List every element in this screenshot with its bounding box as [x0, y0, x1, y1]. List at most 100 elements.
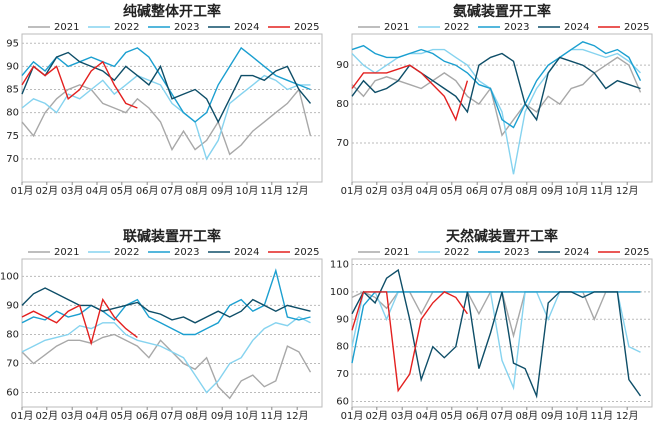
x-tick-label: 09月: [541, 185, 564, 197]
x-tick-label: 12月: [616, 185, 639, 197]
legend-label: 2024: [564, 247, 589, 258]
x-tick-label: 01月: [341, 185, 364, 197]
x-tick-label: 01月: [341, 410, 364, 422]
x-tick-label: 04月: [416, 410, 439, 422]
y-tick-label: 100: [330, 287, 349, 298]
x-tick-label: 11月: [590, 185, 613, 197]
x-tick-label: 10月: [566, 410, 589, 422]
y-tick-label: 80: [6, 329, 19, 340]
series-line: [21, 316, 311, 394]
legend-label: 2023: [174, 22, 199, 33]
y-tick-label: 70: [6, 358, 19, 369]
x-tick-label: 03月: [61, 185, 84, 197]
x-tick-label: 07月: [491, 185, 514, 197]
x-tick-label: 04月: [86, 185, 109, 197]
legend-label: 2021: [54, 247, 79, 258]
series-line: [21, 74, 311, 161]
y-tick-label: 85: [6, 85, 19, 96]
series-line: [351, 291, 641, 391]
y-tick-label: 70: [336, 369, 349, 380]
x-tick-label: 11月: [590, 410, 613, 422]
y-tick-label: 70: [6, 154, 19, 165]
series-line: [351, 64, 469, 122]
y-tick-label: 90: [336, 314, 349, 325]
y-tick-label: 95: [6, 38, 19, 49]
y-tick-label: 80: [6, 108, 19, 119]
x-tick-label: 12月: [286, 410, 309, 422]
x-tick-label: 12月: [616, 410, 639, 422]
x-tick-label: 10月: [236, 410, 259, 422]
x-tick-label: 03月: [61, 410, 84, 422]
series-line: [21, 60, 138, 109]
series-line: [351, 268, 642, 399]
x-tick-label: 05月: [110, 410, 133, 422]
legend-label: 2025: [624, 247, 649, 258]
legend-label: 2021: [54, 22, 79, 33]
x-tick-label: 03月: [391, 410, 414, 422]
x-tick-label: 02月: [35, 185, 58, 197]
x-tick-label: 06月: [136, 185, 159, 197]
y-tick-label: 100: [0, 271, 19, 282]
y-tick-label: 80: [336, 342, 349, 353]
x-tick-label: 12月: [286, 185, 309, 197]
legend-label: 2024: [234, 22, 259, 33]
legend-label: 2025: [294, 247, 319, 258]
x-tick-label: 02月: [35, 410, 58, 422]
y-tick-label: 110: [330, 259, 349, 270]
legend-label: 2022: [114, 247, 139, 258]
chart-title: 联碱装置开工率: [123, 228, 221, 245]
x-tick-label: 02月: [365, 185, 388, 197]
series-line: [351, 291, 468, 393]
series-line: [21, 84, 312, 156]
series-line: [21, 51, 312, 124]
x-tick-label: 11月: [260, 185, 283, 197]
legend-label: 2021: [384, 247, 409, 258]
x-tick-label: 01月: [11, 410, 34, 422]
x-tick-label: 05月: [440, 185, 463, 197]
x-tick-label: 08月: [185, 410, 208, 422]
legend-label: 2021: [384, 22, 409, 33]
x-tick-label: 05月: [440, 410, 463, 422]
x-tick-label: 07月: [161, 185, 184, 197]
legend-label: 2023: [504, 22, 529, 33]
y-tick-label: 75: [6, 131, 19, 142]
x-tick-label: 10月: [236, 185, 259, 197]
series-line: [351, 52, 641, 122]
x-tick-label: 10月: [566, 185, 589, 197]
legend-label: 2023: [174, 247, 199, 258]
chart-title: 氨碱装置开工率: [453, 3, 551, 20]
y-tick-label: 90: [6, 300, 19, 311]
x-tick-label: 08月: [515, 185, 538, 197]
x-tick-label: 04月: [416, 185, 439, 197]
legend-label: 2025: [294, 22, 319, 33]
plot-frame: [21, 258, 323, 408]
series-line: [351, 41, 642, 129]
y-tick-label: 60: [336, 397, 349, 408]
plot-frame: [21, 33, 323, 183]
series-line: [21, 287, 311, 324]
series-line: [21, 333, 312, 400]
legend-label: 2025: [624, 22, 649, 33]
legend-label: 2022: [444, 247, 469, 258]
x-tick-label: 08月: [515, 410, 538, 422]
chart-title: 天然碱装置开工率: [446, 228, 558, 245]
plot-frame: [351, 33, 653, 183]
x-tick-label: 01月: [11, 185, 34, 197]
y-tick-label: 80: [336, 99, 349, 110]
legend-label: 2023: [504, 247, 529, 258]
x-tick-label: 07月: [491, 410, 514, 422]
x-tick-label: 06月: [466, 185, 489, 197]
series-line: [351, 291, 641, 364]
x-tick-label: 11月: [260, 410, 283, 422]
y-tick-label: 90: [6, 61, 19, 72]
x-tick-label: 09月: [541, 410, 564, 422]
x-tick-label: 05月: [110, 185, 133, 197]
x-tick-label: 08月: [185, 185, 208, 197]
x-tick-label: 02月: [365, 410, 388, 422]
legend-label: 2024: [564, 22, 589, 33]
series-line: [21, 268, 311, 336]
series-line: [21, 46, 311, 123]
x-tick-label: 06月: [466, 410, 489, 422]
legend-label: 2022: [444, 22, 469, 33]
